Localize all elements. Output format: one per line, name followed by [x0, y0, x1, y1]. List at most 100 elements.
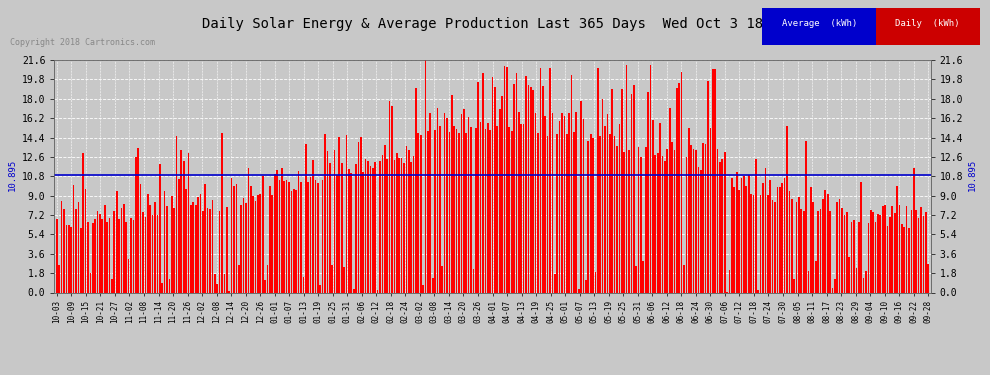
Bar	[369, 166, 371, 292]
Bar	[862, 278, 864, 292]
Bar	[226, 207, 228, 292]
Bar	[661, 156, 663, 292]
Bar	[444, 113, 446, 292]
Bar	[757, 290, 759, 292]
Bar	[734, 187, 736, 292]
Bar	[207, 208, 209, 292]
Bar	[805, 141, 807, 292]
Bar	[332, 266, 333, 292]
Bar	[99, 214, 101, 292]
Bar	[739, 190, 740, 292]
Bar	[688, 128, 690, 292]
Bar	[798, 197, 800, 292]
Bar	[549, 68, 550, 292]
Bar	[63, 209, 65, 292]
Bar	[128, 258, 130, 292]
Bar	[855, 268, 857, 292]
Bar	[834, 279, 836, 292]
Bar	[121, 208, 123, 292]
Bar	[339, 138, 341, 292]
Bar	[217, 284, 218, 292]
Bar	[477, 82, 479, 292]
Bar	[776, 187, 778, 292]
Bar	[439, 126, 441, 292]
Bar	[432, 278, 434, 292]
Bar	[484, 129, 486, 292]
Bar	[80, 228, 81, 292]
Bar	[820, 209, 822, 292]
Bar	[374, 162, 376, 292]
FancyBboxPatch shape	[762, 8, 876, 45]
Bar	[858, 222, 859, 292]
Bar	[731, 178, 733, 292]
Bar	[202, 211, 204, 292]
Bar	[913, 168, 915, 292]
Bar	[511, 130, 513, 292]
Bar	[109, 218, 110, 292]
Bar	[669, 108, 670, 292]
Bar	[521, 124, 522, 292]
Bar	[889, 217, 891, 292]
Bar	[224, 274, 226, 292]
Bar	[509, 127, 510, 292]
Bar	[159, 164, 160, 292]
Bar	[123, 204, 125, 292]
Bar	[192, 202, 194, 292]
Bar	[236, 184, 238, 292]
Bar	[156, 216, 158, 292]
Bar	[410, 162, 412, 292]
Bar	[715, 69, 716, 292]
Bar	[362, 172, 364, 292]
Bar	[813, 202, 814, 292]
Bar	[259, 194, 261, 292]
Bar	[561, 113, 562, 292]
Bar	[848, 257, 850, 292]
Bar	[415, 88, 417, 292]
Bar	[460, 114, 462, 292]
Bar	[214, 274, 216, 292]
Bar	[563, 116, 565, 292]
Bar	[75, 209, 77, 292]
Bar	[425, 60, 427, 292]
Bar	[446, 118, 447, 292]
Bar	[578, 289, 579, 292]
Bar	[717, 149, 719, 292]
Bar	[779, 188, 781, 292]
Bar	[513, 84, 515, 292]
Bar	[846, 211, 847, 292]
Bar	[168, 279, 170, 292]
Bar	[467, 117, 469, 292]
Bar	[298, 171, 299, 292]
Bar	[209, 209, 211, 292]
Bar	[590, 134, 591, 292]
Bar	[822, 199, 824, 292]
Bar	[865, 271, 867, 292]
Bar	[678, 83, 680, 292]
Bar	[145, 217, 147, 292]
Bar	[743, 176, 744, 292]
Bar	[274, 174, 275, 292]
Bar	[114, 211, 115, 292]
Bar	[554, 274, 555, 292]
Bar	[621, 89, 623, 292]
Bar	[793, 279, 795, 292]
Bar	[249, 186, 251, 292]
Bar	[448, 132, 450, 292]
Bar	[818, 211, 819, 292]
Bar	[72, 185, 74, 292]
Bar	[70, 227, 72, 292]
Bar	[271, 195, 273, 292]
Bar	[381, 155, 383, 292]
Bar	[801, 209, 802, 292]
Bar	[106, 222, 108, 292]
Bar	[92, 223, 94, 292]
Bar	[666, 149, 668, 292]
Bar	[394, 160, 395, 292]
Bar	[243, 198, 245, 292]
Bar	[126, 222, 127, 292]
Bar	[747, 175, 749, 292]
Bar	[755, 159, 756, 292]
Bar	[147, 194, 148, 292]
Bar	[87, 222, 89, 292]
Bar	[918, 218, 920, 292]
